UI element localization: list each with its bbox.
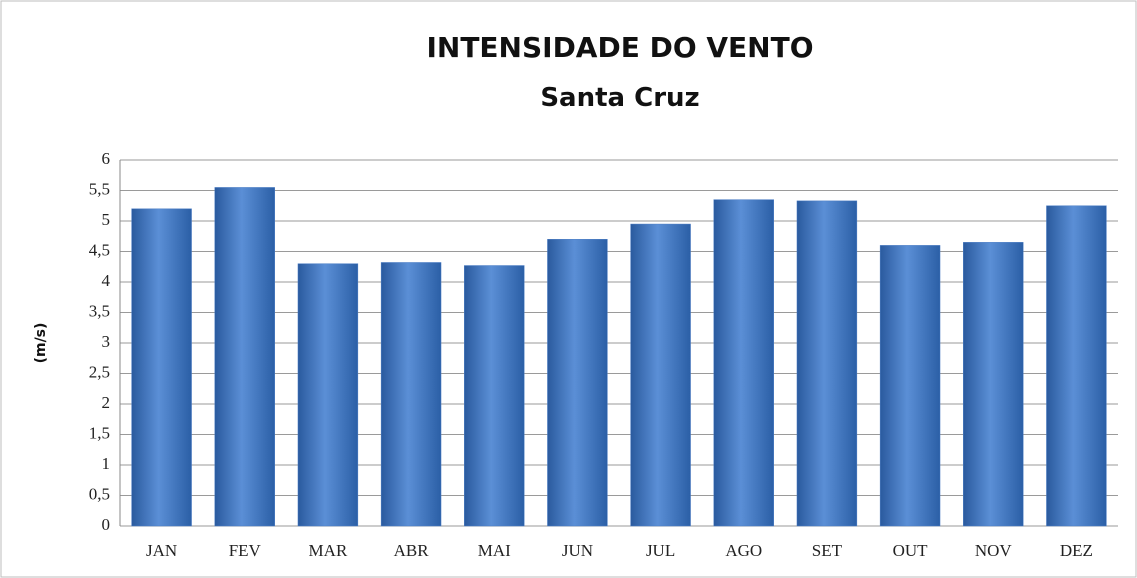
chart-subtitle: Santa Cruz (540, 83, 699, 113)
bar (879, 245, 941, 527)
bar (464, 265, 525, 527)
x-tick-label: JUN (562, 541, 593, 560)
y-tick-label: 5,5 (89, 179, 110, 198)
bar (630, 223, 691, 527)
bar (1046, 205, 1107, 527)
y-tick-label: 3,5 (89, 301, 110, 320)
x-tick-label: JAN (146, 541, 177, 560)
x-tick-label: OUT (893, 541, 929, 560)
y-tick-label: 3 (102, 332, 111, 351)
x-tick-label: MAR (309, 541, 348, 560)
y-tick-label: 1,5 (89, 423, 110, 442)
y-tick-label: 2,5 (89, 362, 110, 381)
x-tick-label: DEZ (1060, 541, 1093, 560)
bar (796, 200, 858, 527)
bar (963, 242, 1024, 527)
y-tick-label: 0 (102, 515, 111, 534)
x-tick-label: ABR (394, 541, 430, 560)
x-tick-label: JUL (646, 541, 675, 560)
y-tick-label: 6 (102, 149, 111, 168)
x-tick-label: MAI (478, 541, 511, 560)
bar (713, 199, 774, 527)
x-tick-label: AGO (725, 541, 762, 560)
y-tick-label: 0,5 (89, 484, 110, 503)
x-tick-label: NOV (975, 541, 1013, 560)
bar (547, 239, 608, 527)
x-tick-label: SET (812, 541, 843, 560)
y-tick-label: 4 (102, 271, 111, 290)
x-tick-label: FEV (229, 541, 262, 560)
bar (214, 187, 275, 527)
y-tick-label: 1 (102, 454, 111, 473)
y-tick-label: 2 (102, 393, 111, 412)
bar (297, 263, 359, 527)
bar (131, 208, 192, 527)
y-axis-label: (m/s) (33, 323, 49, 364)
bar (380, 262, 442, 527)
y-tick-label: 4,5 (89, 240, 110, 259)
chart-title: INTENSIDADE DO VENTO (426, 31, 813, 64)
y-tick-label: 5 (102, 210, 111, 229)
